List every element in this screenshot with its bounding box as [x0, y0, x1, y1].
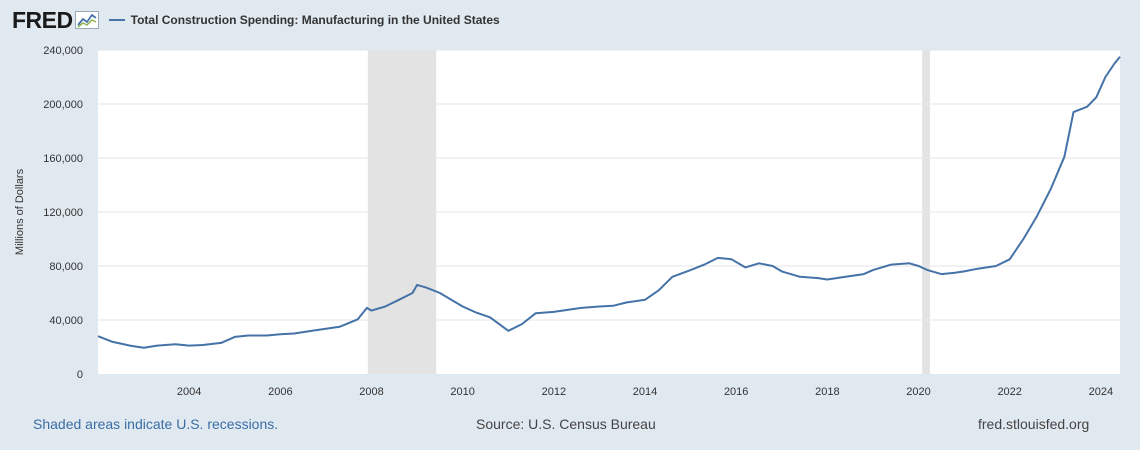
x-tick-label: 2018 [815, 386, 839, 398]
chart-header: FRED Total Construction Spending: Manufa… [12, 6, 500, 34]
fred-logo[interactable]: FRED [12, 7, 99, 34]
y-tick-label: 200,000 [43, 99, 83, 111]
grid-lines [98, 49, 1120, 321]
y-axis-ticks: 0 40,000 80,000 120,000 160,000 200,000 240,00… [43, 45, 83, 381]
site-link[interactable]: fred.stlouisfed.org [978, 416, 1090, 432]
fred-logo-text: FRED [12, 6, 73, 33]
y-tick-label: 80,000 [49, 261, 83, 273]
y-tick-label: 120,000 [43, 207, 83, 219]
x-tick-label: 2010 [450, 386, 474, 398]
x-tick-label: 2006 [268, 386, 292, 398]
x-tick-label: 2008 [359, 386, 383, 398]
y-tick-label: 40,000 [49, 315, 83, 327]
chart-svg[interactable]: 0 40,000 80,000 120,000 160,000 200,000 240,00… [0, 0, 1140, 410]
x-tick-label: 2012 [542, 386, 566, 398]
legend-line-swatch [108, 19, 125, 21]
x-tick-label: 2022 [997, 386, 1021, 398]
recession-note: Shaded areas indicate U.S. recessions. [33, 416, 279, 432]
x-axis-ticks: 2004 2006 2008 2010 2012 2014 2016 2018 2020 2022… [177, 386, 1113, 398]
y-tick-label: 0 [77, 369, 83, 381]
source-note: Source: U.S. Census Bureau [476, 416, 656, 432]
x-tick-label: 2020 [906, 386, 930, 398]
x-tick-label: 2024 [1089, 386, 1113, 398]
x-tick-label: 2014 [633, 386, 657, 398]
x-tick-label: 2016 [724, 386, 748, 398]
y-tick-label: 240,000 [43, 45, 83, 57]
y-axis-label: Millions of Dollars [14, 168, 26, 255]
fred-graph-icon [74, 11, 99, 29]
y-tick-label: 160,000 [43, 153, 83, 165]
series-lines [97, 56, 1121, 349]
chart-legend[interactable]: Total Construction Spending: Manufacturi… [108, 13, 500, 27]
series-line[interactable] [97, 56, 1121, 349]
chart-title: Total Construction Spending: Manufacturi… [130, 13, 500, 27]
x-tick-label: 2004 [177, 386, 201, 398]
